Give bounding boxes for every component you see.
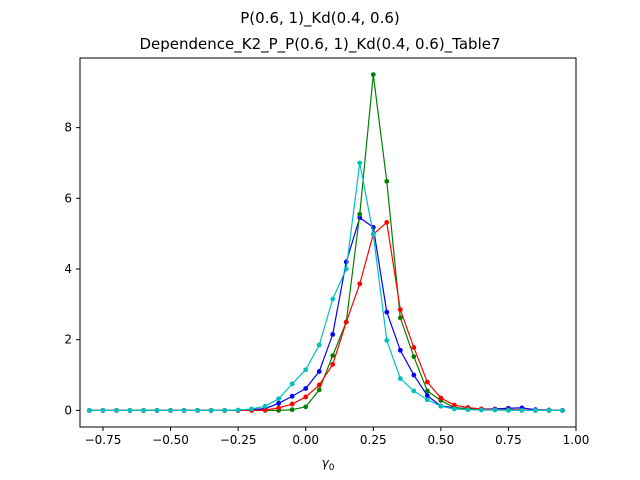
- y-tick-label: 2: [64, 333, 72, 347]
- data-point: [316, 387, 322, 393]
- data-point: [127, 407, 133, 413]
- y-tick-label: 6: [64, 191, 72, 205]
- data-point: [303, 404, 309, 410]
- data-point: [370, 231, 376, 237]
- data-point: [384, 309, 390, 315]
- data-point: [262, 407, 268, 413]
- y-tick-label: 4: [64, 262, 72, 276]
- data-point: [357, 281, 363, 287]
- data-point: [533, 407, 538, 413]
- data-point: [370, 72, 376, 78]
- data-point: [316, 382, 322, 388]
- data-point: [249, 406, 255, 412]
- data-point: [397, 347, 403, 353]
- data-point: [479, 407, 484, 413]
- data-point: [424, 388, 430, 394]
- data-point: [384, 338, 390, 343]
- data-point: [330, 296, 336, 302]
- plot-area: [87, 72, 565, 413]
- data-point: [438, 403, 444, 409]
- data-point: [316, 342, 322, 348]
- series-4: [87, 160, 565, 413]
- data-point: [519, 407, 525, 413]
- data-point: [303, 386, 309, 391]
- data-point: [276, 396, 282, 402]
- data-point: [154, 407, 160, 413]
- data-point: [330, 332, 336, 337]
- data-point: [141, 407, 146, 413]
- data-point: [424, 397, 430, 403]
- data-point: [195, 407, 200, 413]
- data-point: [424, 379, 430, 385]
- data-point: [289, 407, 295, 413]
- data-point: [411, 372, 417, 378]
- x-tick-label: 0.75: [495, 433, 522, 447]
- data-point: [316, 369, 322, 374]
- x-axis-label: γ0: [322, 456, 335, 473]
- data-point: [560, 407, 565, 413]
- data-point: [262, 403, 268, 409]
- x-tick-label: −0.50: [152, 433, 189, 447]
- x-tick-label: 0.25: [360, 433, 387, 447]
- data-point: [411, 345, 417, 350]
- y-tick-label: 8: [64, 121, 72, 135]
- data-point: [411, 354, 417, 360]
- data-point: [357, 160, 363, 166]
- data-point: [235, 407, 241, 413]
- x-tick-label: −0.75: [85, 433, 122, 447]
- data-point: [276, 405, 282, 411]
- data-point: [397, 315, 403, 321]
- data-point: [222, 407, 228, 413]
- data-point: [451, 402, 457, 408]
- y-tick-label: 0: [64, 403, 72, 417]
- x-tick-label: 1.00: [563, 433, 590, 447]
- data-point: [100, 407, 106, 413]
- data-point: [384, 178, 390, 184]
- data-point: [289, 381, 295, 387]
- data-point: [438, 395, 444, 401]
- data-point: [397, 376, 403, 381]
- data-point: [384, 219, 390, 225]
- data-point: [181, 407, 187, 413]
- data-point: [114, 407, 119, 413]
- data-point: [208, 407, 214, 413]
- data-point: [451, 406, 457, 412]
- data-point: [87, 407, 92, 413]
- x-tick-label: −0.25: [220, 433, 257, 447]
- data-point: [330, 362, 336, 367]
- data-point: [492, 407, 498, 413]
- data-point: [303, 394, 309, 400]
- data-point: [357, 211, 363, 217]
- data-point: [289, 393, 295, 399]
- axes-frame: [79, 57, 577, 428]
- x-tick-label: 0.00: [292, 433, 319, 447]
- x-tick-label: 0.50: [427, 433, 454, 447]
- chart-title: P(0.6, 1)_Kd(0.4, 0.6): [240, 9, 400, 28]
- axes: −0.75 −0.50 −0.25 0.00 0.25 0.50 0.75 1.00 0 2 4 6 8: [64, 57, 590, 447]
- data-point: [289, 401, 295, 407]
- data-point: [411, 388, 417, 394]
- data-point: [330, 353, 336, 358]
- data-point: [397, 307, 403, 313]
- data-point: [276, 400, 282, 406]
- data-point: [343, 266, 349, 272]
- chart-subtitle: Dependence_K2_P_P(0.6, 1)_Kd(0.4, 0.6)_T…: [139, 35, 500, 54]
- data-point: [465, 407, 471, 413]
- data-point: [168, 407, 173, 413]
- data-point: [424, 393, 430, 398]
- data-point: [343, 319, 349, 325]
- data-point: [546, 407, 552, 413]
- data-point: [303, 367, 309, 373]
- data-point: [506, 407, 511, 413]
